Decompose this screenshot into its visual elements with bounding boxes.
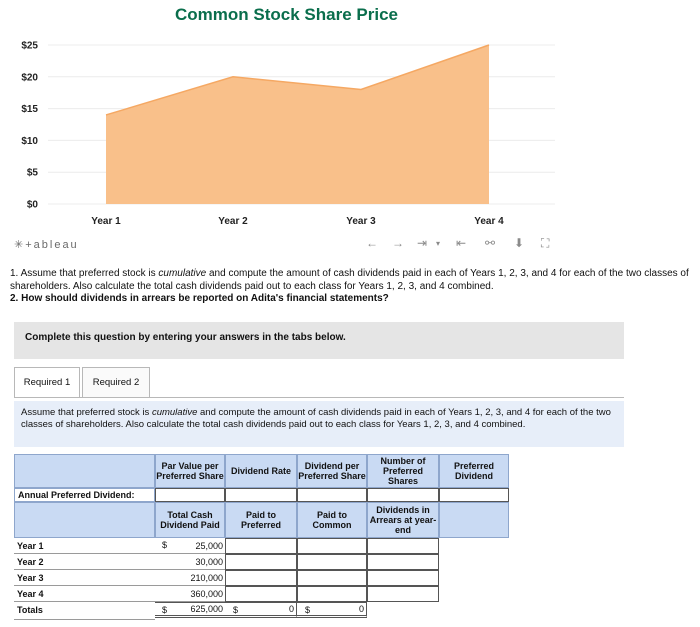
instructions-banner: Complete this question by entering your … xyxy=(14,322,624,359)
question-part-1: 1. Assume that preferred stock is cumula… xyxy=(10,268,689,292)
y-tick-label: $20 xyxy=(21,72,38,83)
paid-preferred-year-3-input[interactable] xyxy=(225,570,297,586)
paid-common-year-1-input[interactable] xyxy=(297,538,367,554)
arrears-year-4-input[interactable] xyxy=(367,586,439,602)
area-series-line xyxy=(105,44,490,116)
number-of-shares-input[interactable] xyxy=(367,488,439,502)
arrears-year-3-input[interactable] xyxy=(367,570,439,586)
annual-dividend-label: Annual Preferred Dividend: xyxy=(14,488,155,502)
paid-preferred-year-4-input[interactable] xyxy=(225,586,297,602)
header-total-cash-dividend: Total Cash Dividend Paid xyxy=(155,502,225,538)
arrears-year-1-input[interactable] xyxy=(367,538,439,554)
redo-icon[interactable]: → xyxy=(392,236,404,250)
header-dividends-in-arrears: Dividends in Arrears at year-end xyxy=(367,502,439,538)
reset-icon[interactable]: ⇤ xyxy=(456,236,467,250)
header-paid-to-common: Paid to Common xyxy=(297,502,367,538)
total-cash-year-2: 30,000 xyxy=(195,557,223,567)
paid-preferred-year-2-input[interactable] xyxy=(225,554,297,570)
question-part-2: 2. How should dividends in arrears be re… xyxy=(10,293,389,304)
header-dividend-rate: Dividend Rate xyxy=(225,454,297,488)
x-tick-label: Year 2 xyxy=(218,216,248,227)
download-icon[interactable]: ⬇ xyxy=(514,236,525,250)
tableau-logo: ✳+ableau xyxy=(14,239,79,251)
share-icon[interactable]: ⚯ xyxy=(485,236,496,250)
instructions-text: Complete this question by entering your … xyxy=(25,332,346,343)
total-cash-year-3: 210,000 xyxy=(190,573,223,583)
tableau-toolbar: ✳+ableau ← → ⇥ ▾ ⇤ ⚯ ⬇ ⛶ xyxy=(14,236,570,254)
row-divider xyxy=(14,585,225,586)
par-value-input[interactable] xyxy=(155,488,225,502)
paid-common-year-3-input[interactable] xyxy=(297,570,367,586)
row-divider xyxy=(14,601,225,602)
y-tick-label: $0 xyxy=(27,200,39,211)
x-tick-label: Year 3 xyxy=(346,216,376,227)
row-divider xyxy=(14,553,225,554)
header-par-value: Par Value per Preferred Share xyxy=(155,454,225,488)
y-tick-label: $10 xyxy=(21,136,38,147)
x-tick-label: Year 1 xyxy=(91,216,121,227)
x-tick-label: Year 4 xyxy=(474,216,504,227)
table-header2-blank-right xyxy=(439,502,509,538)
row-divider xyxy=(14,569,225,570)
paid-preferred-totals: $0 xyxy=(225,602,297,618)
total-cash-year-4: 360,000 xyxy=(190,589,223,599)
chevron-down-icon[interactable]: ▾ xyxy=(436,239,441,248)
paid-preferred-year-1-input[interactable] xyxy=(225,538,297,554)
header-number-of-shares: Number of Preferred Shares xyxy=(367,454,439,488)
row-label-year-3: Year 3 xyxy=(17,573,44,583)
paid-common-totals: $0 xyxy=(297,602,367,618)
dividend-per-share-input[interactable] xyxy=(297,488,367,502)
table-header2-blank xyxy=(14,502,155,538)
undo-icon[interactable]: ← xyxy=(366,236,378,250)
tab-required-1[interactable]: Required 1 xyxy=(14,367,80,398)
chart-title: Common Stock Share Price xyxy=(175,5,398,24)
total-cash-totals: $625,000 xyxy=(155,602,225,618)
dividend-rate-input[interactable] xyxy=(225,488,297,502)
tab-required-2[interactable]: Required 2 xyxy=(82,367,150,398)
row-label-year-2: Year 2 xyxy=(17,557,44,567)
y-tick-label: $15 xyxy=(21,104,38,115)
paid-common-year-4-input[interactable] xyxy=(297,586,367,602)
area-chart: $0 $5 $10 $15 $20 $25 Year 1 Year 2 Year 3 Year … xyxy=(21,41,555,227)
row-divider xyxy=(14,619,155,620)
fullscreen-icon[interactable]: ⛶ xyxy=(541,236,550,250)
arrears-year-2-input[interactable] xyxy=(367,554,439,570)
area-series[interactable] xyxy=(106,45,489,204)
row-label-year-4: Year 4 xyxy=(17,589,44,599)
paid-common-year-2-input[interactable] xyxy=(297,554,367,570)
row-label-totals: Totals xyxy=(17,605,43,615)
table-header-blank xyxy=(14,454,155,488)
tabs-divider xyxy=(14,397,624,398)
y-tick-label: $25 xyxy=(21,41,38,52)
y-tick-label: $5 xyxy=(27,168,39,179)
preferred-dividend-input[interactable] xyxy=(439,488,509,502)
header-paid-to-preferred: Paid to Preferred xyxy=(225,502,297,538)
question-text: 1. Assume that preferred stock is cumula… xyxy=(10,268,692,306)
header-preferred-dividend: Preferred Dividend xyxy=(439,454,509,488)
revert-icon[interactable]: ⇥ xyxy=(417,236,428,250)
row-label-year-1: Year 1 xyxy=(17,541,44,551)
header-dividend-per-share: Dividend per Preferred Share xyxy=(297,454,367,488)
required-description: Assume that preferred stock is cumulativ… xyxy=(14,401,624,447)
total-cash-year-1: $25,000 xyxy=(162,540,223,551)
